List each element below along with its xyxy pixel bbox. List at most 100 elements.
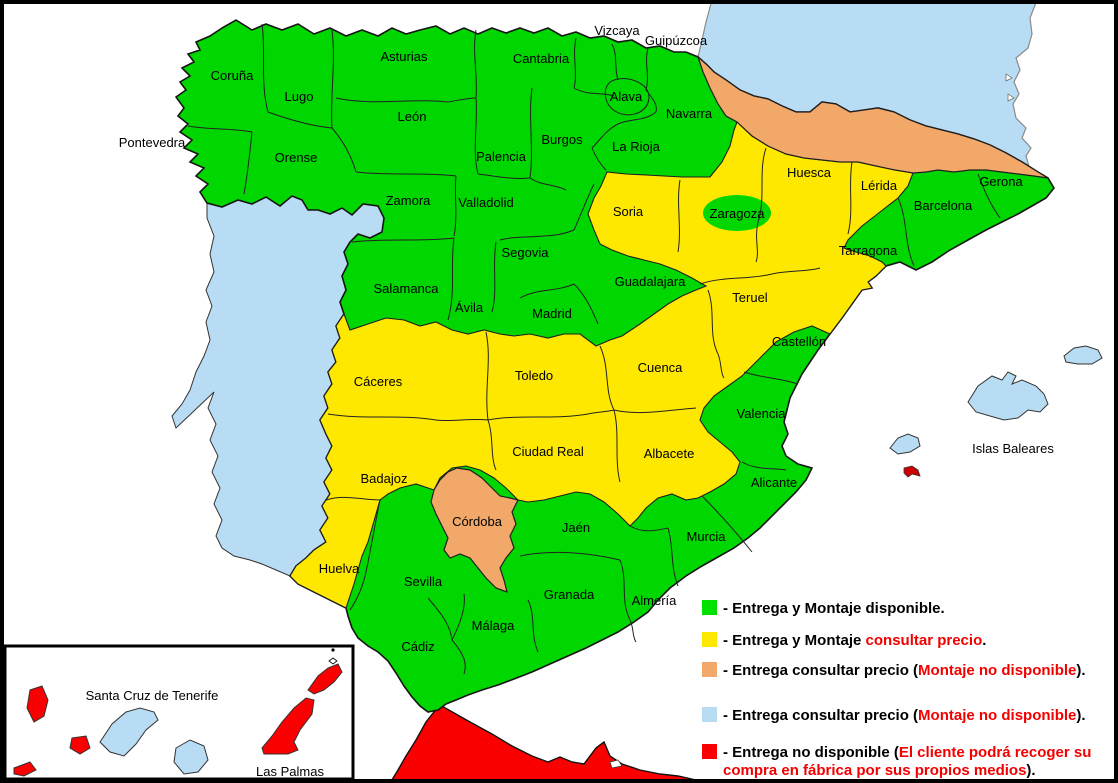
island-el-hierro bbox=[13, 761, 37, 777]
label-toledo: Toledo bbox=[515, 368, 553, 383]
island-lanzarote bbox=[307, 663, 343, 695]
legend-item-text: - Entrega y Montaje disponible. bbox=[723, 600, 1115, 618]
label-albacete: Albacete bbox=[644, 446, 695, 461]
label-guipuzcoa: Guipúzcoa bbox=[645, 33, 708, 48]
label-cordoba: Córdoba bbox=[452, 514, 503, 529]
label-segovia: Segovia bbox=[502, 245, 550, 260]
legend-item-text: - Entrega consultar precio (Montaje no d… bbox=[723, 662, 1115, 680]
label-sevilla: Sevilla bbox=[404, 574, 443, 589]
legend-text-black: - Entrega consultar precio ( bbox=[723, 707, 919, 724]
legend-text-red: El cliente podrá recoger su compra en fá… bbox=[723, 744, 1092, 779]
label-ciudad-real: Ciudad Real bbox=[512, 444, 584, 459]
islet-french-coast-2 bbox=[1007, 93, 1015, 102]
legend-item-orange: - Entrega consultar precio (Montaje no d… bbox=[702, 662, 1115, 680]
legend-text-black: - Entrega y Montaje disponible. bbox=[723, 600, 945, 617]
region-zaragoza-city bbox=[703, 195, 771, 231]
region-morocco bbox=[389, 704, 705, 783]
islet-morocco-coast bbox=[609, 759, 623, 769]
island-la-palma bbox=[26, 685, 49, 723]
legend-text-red: Montaje no disponible bbox=[918, 662, 1077, 679]
island-fuerteventura bbox=[261, 697, 315, 755]
label-pontevedra: Pontevedra bbox=[119, 135, 186, 150]
yellow-swatch-icon bbox=[702, 632, 717, 647]
label-salamanca: Salamanca bbox=[373, 281, 439, 296]
red-swatch-icon bbox=[702, 744, 717, 759]
label-valencia: Valencia bbox=[737, 406, 787, 421]
province-borders-center-south bbox=[325, 147, 853, 501]
label-almeria: Almería bbox=[632, 593, 678, 608]
label-alicante: Alicante bbox=[751, 475, 797, 490]
label-leon: León bbox=[398, 109, 427, 124]
label-islas-baleares: Islas Baleares bbox=[972, 441, 1054, 456]
label-cuenca: Cuenca bbox=[638, 360, 684, 375]
legend-item-yellow: - Entrega y Montaje consultar precio. bbox=[702, 632, 1115, 650]
label-zamora: Zamora bbox=[386, 193, 432, 208]
legend-item-red: - Entrega no disponible (El cliente podr… bbox=[702, 744, 1115, 780]
label-coruna: Coruña bbox=[211, 68, 254, 83]
islet-alegranza bbox=[331, 648, 335, 652]
island-gran-canaria bbox=[173, 739, 209, 775]
label-castellon: Castellón bbox=[772, 334, 826, 349]
label-palencia: Palencia bbox=[476, 149, 527, 164]
legend-item-text: - Entrega no disponible (El cliente podr… bbox=[723, 744, 1115, 780]
label-alava: Alava bbox=[610, 89, 643, 104]
islet-french-coast-1 bbox=[1005, 73, 1013, 82]
province-borders-northwest bbox=[187, 23, 657, 243]
label-granada: Granada bbox=[544, 587, 595, 602]
label-jaen: Jaén bbox=[562, 520, 590, 535]
label-las-palmas: Las Palmas bbox=[256, 764, 324, 779]
legend-item-text: - Entrega consultar precio (Montaje no d… bbox=[723, 707, 1115, 725]
province-borders-east-south bbox=[349, 173, 1001, 675]
legend-text-red: consultar precio bbox=[865, 632, 983, 649]
label-santa-cruz-de-tenerife: Santa Cruz de Tenerife bbox=[86, 688, 219, 703]
legend-item-blue: - Entrega consultar precio (Montaje no d… bbox=[702, 707, 1115, 725]
region-pyrenees-strip bbox=[696, 55, 1049, 179]
orange-swatch-icon bbox=[702, 662, 717, 677]
label-badajoz: Badajoz bbox=[361, 471, 408, 486]
blue-swatch-icon bbox=[702, 707, 717, 722]
label-lugo: Lugo bbox=[285, 89, 314, 104]
label-tarragona: Tarragona bbox=[839, 243, 898, 258]
label-burgos: Burgos bbox=[541, 132, 583, 147]
label-barcelona: Barcelona bbox=[914, 198, 973, 213]
island-tenerife bbox=[99, 707, 159, 757]
label-zaragoza: Zaragoza bbox=[710, 206, 766, 221]
label-murcia: Murcia bbox=[686, 529, 726, 544]
island-mallorca bbox=[967, 371, 1049, 421]
legend-item-text: - Entrega y Montaje consultar precio. bbox=[723, 632, 1115, 650]
province-borders-meseta bbox=[447, 177, 599, 421]
label-soria: Soria bbox=[613, 204, 644, 219]
label-cadiz: Cádiz bbox=[401, 639, 434, 654]
label-avila: Ávila bbox=[455, 300, 484, 315]
legend-text-black: ). bbox=[1076, 707, 1086, 724]
label-valladolid: Valladolid bbox=[458, 195, 513, 210]
legend-text-black: . bbox=[982, 632, 987, 649]
island-menorca bbox=[1063, 345, 1103, 365]
label-madrid: Madrid bbox=[532, 306, 572, 321]
label-huesca: Huesca bbox=[787, 165, 832, 180]
legend-text-black: - Entrega consultar precio ( bbox=[723, 662, 919, 679]
islet-graciosa bbox=[328, 657, 338, 665]
legend-text-black: - Entrega y Montaje bbox=[723, 632, 866, 649]
label-cantabria: Cantabria bbox=[513, 51, 570, 66]
label-caceres: Cáceres bbox=[354, 374, 403, 389]
legend-text-black: - Entrega no disponible ( bbox=[723, 744, 899, 761]
label-vizcaya: Vizcaya bbox=[594, 23, 640, 38]
label-guadalajara: Guadalajara bbox=[615, 274, 687, 289]
legend-text-red: Montaje no disponible bbox=[918, 707, 1077, 724]
legend-text-black: ). bbox=[1076, 662, 1086, 679]
island-ibiza bbox=[889, 433, 921, 455]
label-malaga: Málaga bbox=[472, 618, 515, 633]
island-la-gomera bbox=[69, 735, 91, 755]
legend-item-green: - Entrega y Montaje disponible. bbox=[702, 600, 1115, 618]
label-orense: Orense bbox=[275, 150, 318, 165]
green-swatch-icon bbox=[702, 600, 717, 615]
label-navarra: Navarra bbox=[666, 106, 713, 121]
island-formentera bbox=[903, 465, 921, 478]
label-la-rioja: La Rioja bbox=[612, 139, 660, 154]
label-asturias: Asturias bbox=[381, 49, 428, 64]
region-cordoba bbox=[430, 467, 519, 593]
